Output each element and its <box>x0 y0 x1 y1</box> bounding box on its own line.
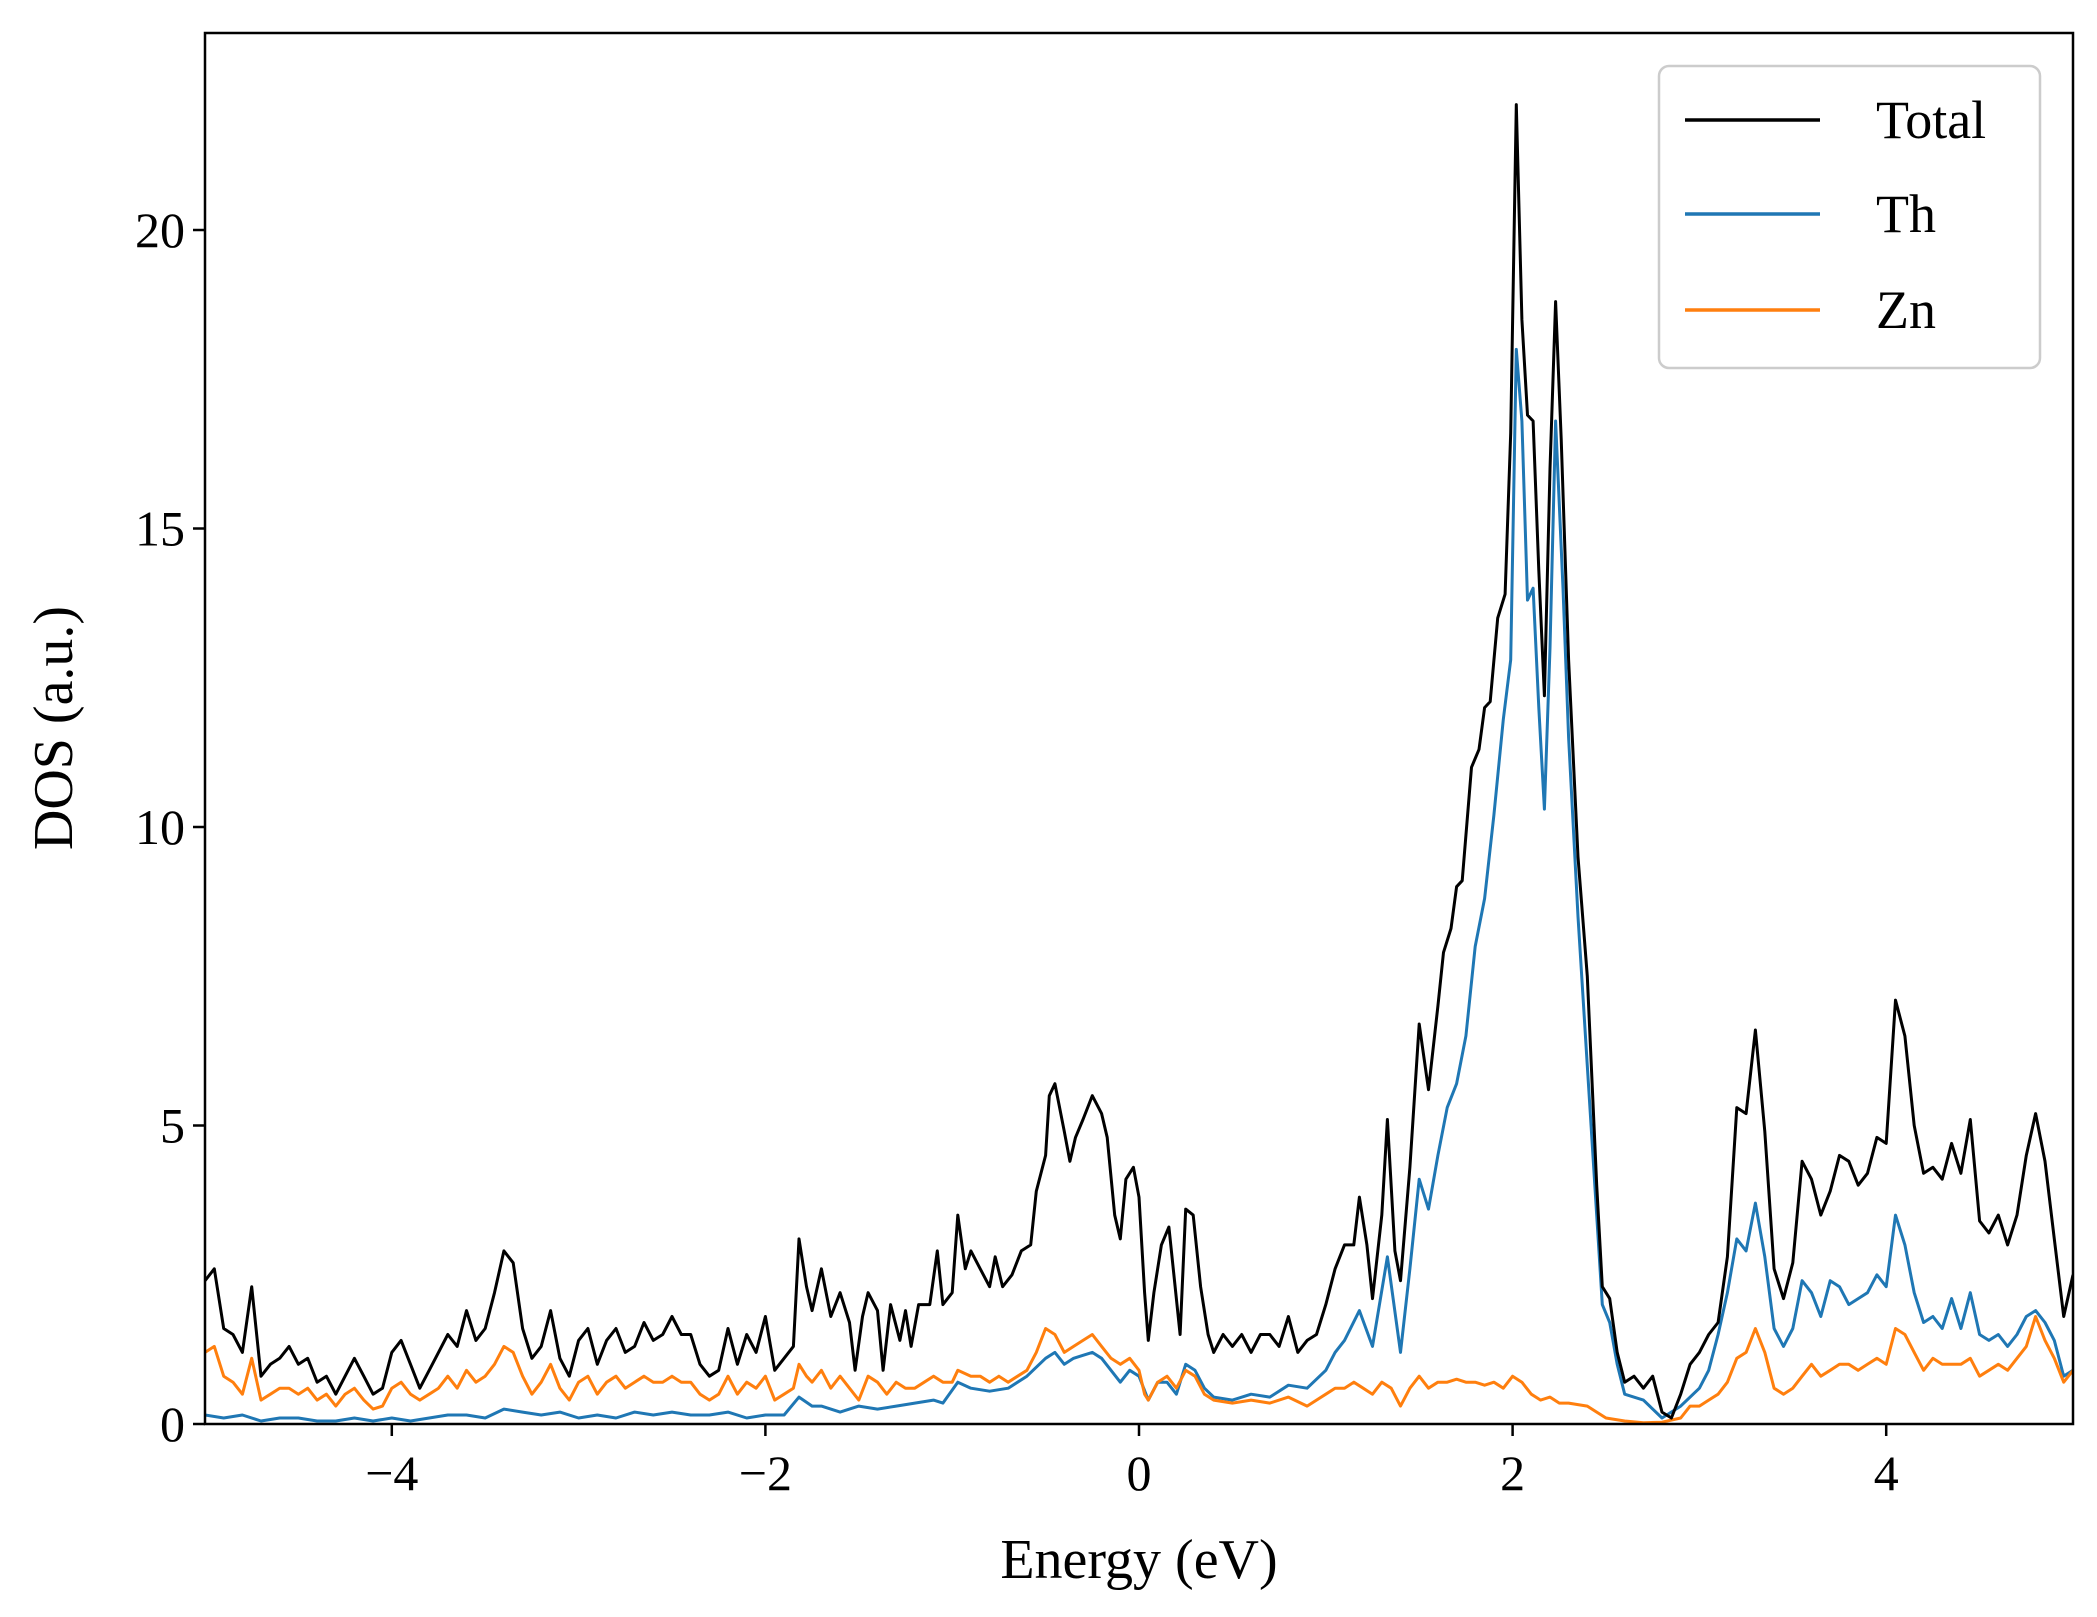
legend-label-total: Total <box>1876 90 1986 150</box>
x-tick-label: 2 <box>1500 1445 1525 1501</box>
y-tick-label: 20 <box>135 202 185 258</box>
y-tick-label: 10 <box>135 799 185 855</box>
legend: Total Th Zn <box>1659 66 2040 368</box>
x-tick-label: −2 <box>739 1445 792 1501</box>
x-tick-label: 4 <box>1874 1445 1899 1501</box>
x-tick-label: −4 <box>365 1445 418 1501</box>
y-tick-label: 0 <box>160 1396 185 1452</box>
y-tick-label: 15 <box>135 501 185 557</box>
legend-label-zn: Zn <box>1876 280 1936 340</box>
y-axis-title: DOS (a.u.) <box>23 606 85 850</box>
x-axis-title: Energy (eV) <box>1000 1529 1277 1591</box>
legend-label-th: Th <box>1876 184 1936 244</box>
y-tick-label: 5 <box>160 1098 185 1154</box>
x-tick-label: 0 <box>1127 1445 1152 1501</box>
